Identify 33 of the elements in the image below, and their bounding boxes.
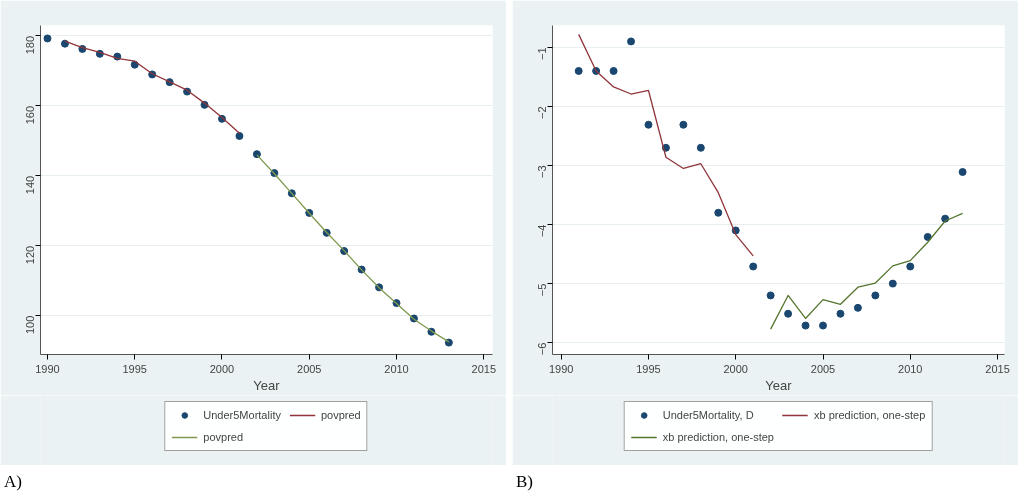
x-axis-title: Year (765, 377, 793, 393)
y-tick-label: −4 (536, 224, 549, 238)
y-tick-label: 120 (24, 245, 37, 265)
x-tick-label: 2000 (209, 362, 235, 375)
x-tick-label: 2005 (810, 362, 836, 375)
x-tick-label: 1990 (35, 362, 60, 375)
legend-label: xb prediction, one-step (662, 430, 774, 444)
x-tick-label: 2010 (384, 362, 409, 375)
x-tick-label: 2010 (898, 362, 923, 375)
x-tick-label: 2005 (297, 362, 322, 375)
y-tick-label: −6 (536, 342, 549, 356)
x-tick-label: 1990 (548, 362, 574, 375)
y-tick-label: −1 (536, 47, 549, 60)
x-tick-label: 2000 (723, 362, 748, 375)
legend-label: Under5Mortality, D (662, 408, 754, 422)
legend-label: Under5Mortality (203, 408, 281, 422)
y-tick-label: −2 (536, 106, 549, 119)
y-tick-label: −3 (536, 165, 549, 179)
x-tick-label: 1995 (122, 362, 147, 375)
legend-label: povpred (320, 408, 361, 422)
y-tick-label: 100 (24, 315, 37, 335)
x-axis-title: Year (253, 377, 281, 393)
text: B) (516, 471, 533, 493)
x-tick-label: 2015 (471, 362, 497, 375)
legend-label: povpred (203, 430, 244, 444)
x-tick-label: 1995 (636, 362, 661, 375)
text: A) (4, 471, 22, 493)
y-tick-label: 180 (24, 35, 37, 55)
legend-label: xb prediction, one-step (814, 408, 926, 422)
y-tick-label: 140 (24, 175, 37, 195)
x-tick-label: 2015 (985, 362, 1010, 375)
y-tick-label: −5 (536, 283, 549, 297)
y-tick-label: 160 (24, 105, 37, 125)
